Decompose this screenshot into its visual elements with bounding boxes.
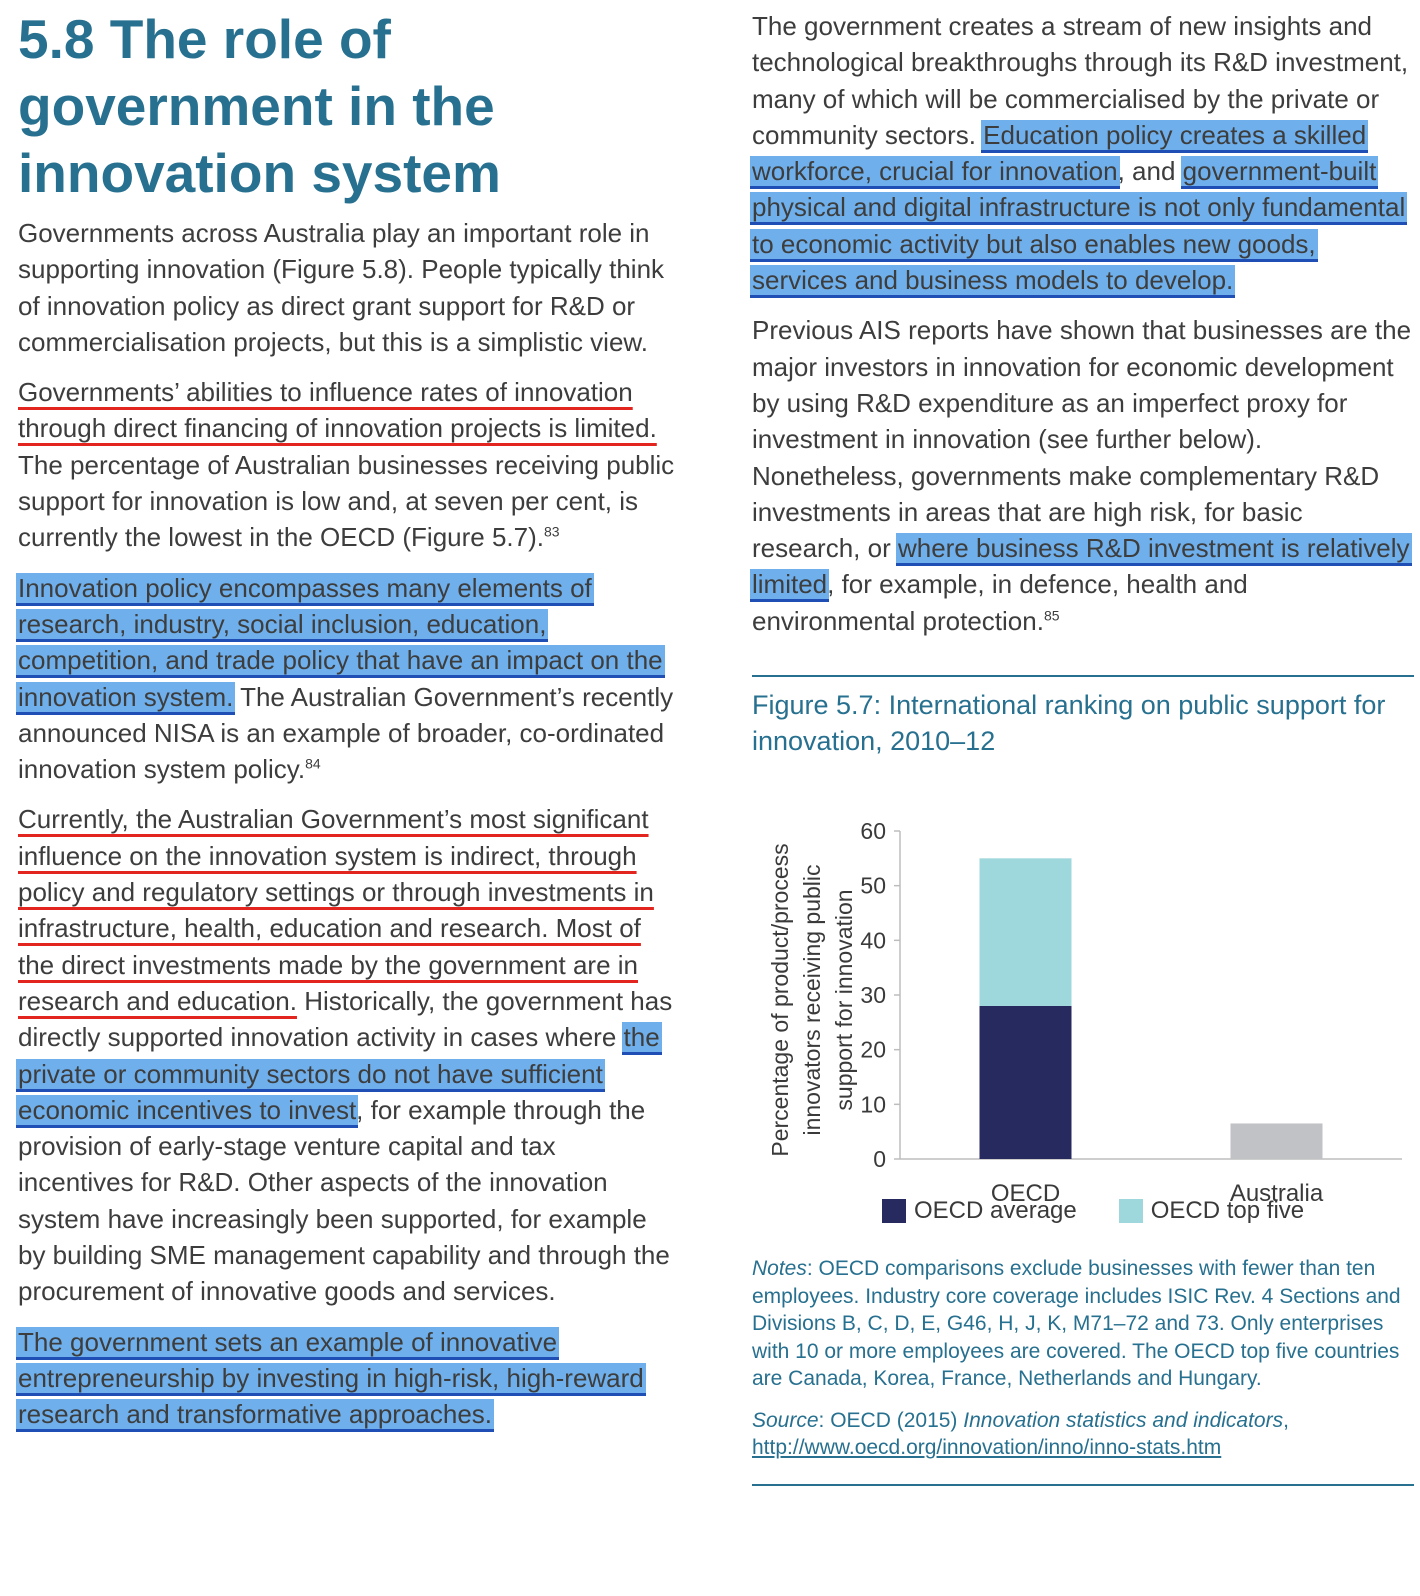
legend-swatch-oecd-top-five (1118, 1199, 1143, 1224)
body-text: Previous AIS reports have shown that bus… (752, 315, 1412, 564)
footnote-ref: 83 (543, 523, 560, 540)
right-column: The government creates a stream of new i… (750, 0, 1414, 1486)
y-axis-label: Percentage of product/process (767, 843, 793, 1156)
figure-chart: 0 10 20 30 40 50 60 Percentage of product/proce… (752, 759, 1414, 1249)
legend-item-oecd-top-five: OECD top five (1118, 1197, 1305, 1225)
figure-source: Source: OECD (2015) Innovation statistic… (752, 1407, 1414, 1462)
body-text: Historically, the government has directl… (18, 985, 673, 1053)
paragraph-5: The government sets an example of innova… (16, 1324, 678, 1433)
y-tick-label: 0 (873, 1146, 886, 1172)
y-tick-label: 60 (860, 818, 886, 844)
x-tick-label: Australia (1230, 1180, 1324, 1207)
body-text: , for example, in defence, health and en… (752, 569, 1248, 636)
y-tick-label: 30 (860, 982, 886, 1008)
y-axis-label: innovators receiving public (799, 865, 825, 1136)
paragraph-2: Governments’ abilities to influence rate… (18, 374, 678, 555)
source-text: : OECD (2015) (818, 1408, 964, 1432)
footnote-ref: 85 (1043, 607, 1060, 624)
figure-bottom-rule (752, 1483, 1414, 1486)
figure-notes: Notes: OECD comparisons exclude business… (752, 1255, 1414, 1393)
notes-label: Notes (752, 1257, 807, 1281)
bar-australia-australia (1230, 1123, 1323, 1160)
bar-oecd-oecd-top-five (979, 858, 1072, 1006)
body-text: The government creates a stream of new i… (752, 11, 1409, 150)
body-text: The percentage of Australian businesses … (18, 449, 675, 553)
bar-oecd-oecd-average (979, 1005, 1072, 1160)
figure-top-rule (752, 675, 1414, 678)
source-label: Source (752, 1408, 819, 1432)
y-tick-label: 20 (860, 1037, 886, 1063)
paragraph-1: Governments across Australia play an imp… (18, 218, 665, 357)
y-axis-label: support for innovation (831, 889, 857, 1110)
legend-label: OECD top five (1150, 1197, 1305, 1225)
legend-swatch-oecd-average (882, 1199, 906, 1224)
x-tick-label: OECD (991, 1180, 1060, 1207)
highlighted-text: The government sets an example of innova… (16, 1326, 646, 1433)
underlined-text: Currently, the Australian Government’s m… (18, 804, 654, 1016)
chart-legend: OECD average OECD top five (882, 1197, 1304, 1225)
legend-label: OECD average (914, 1197, 1077, 1225)
paragraph-right-2: Previous AIS reports have shown that bus… (750, 312, 1414, 639)
body-text: , for example through the provision of e… (18, 1094, 670, 1307)
source-title: Innovation statistics and indicators (963, 1408, 1284, 1432)
legend-item-oecd-average: OECD average (882, 1197, 1077, 1225)
paragraph-3: Innovation policy encompasses many eleme… (16, 570, 678, 788)
paragraph-4: Currently, the Australian Government’s m… (16, 801, 678, 1309)
page-title: 5.8 The role of government in the innova… (18, 8, 501, 204)
left-column: 5.8 The role of government in the innova… (16, 0, 678, 1433)
footnote-ref: 84 (305, 755, 321, 772)
paragraph-right-1: The government creates a stream of new i… (750, 8, 1414, 299)
underlined-text: Governments’ abilities to influence rate… (18, 377, 657, 444)
source-link[interactable]: http://www.oecd.org/innovation/inno/inno… (752, 1436, 1222, 1460)
y-tick-label: 10 (860, 1091, 886, 1117)
figure-title: Figure 5.7: International ranking on pub… (752, 690, 1386, 757)
notes-text: : OECD comparisons exclude businesses wi… (752, 1257, 1401, 1391)
y-tick-label: 50 (860, 873, 886, 899)
body-text: , and (1117, 156, 1183, 187)
y-tick-label: 40 (860, 927, 886, 953)
body-text: The Australian Government’s recently ann… (18, 681, 674, 785)
chart-svg: 0 10 20 30 40 50 60 Percentage of product/proce… (767, 818, 1402, 1207)
source-comma: , (1283, 1408, 1289, 1432)
